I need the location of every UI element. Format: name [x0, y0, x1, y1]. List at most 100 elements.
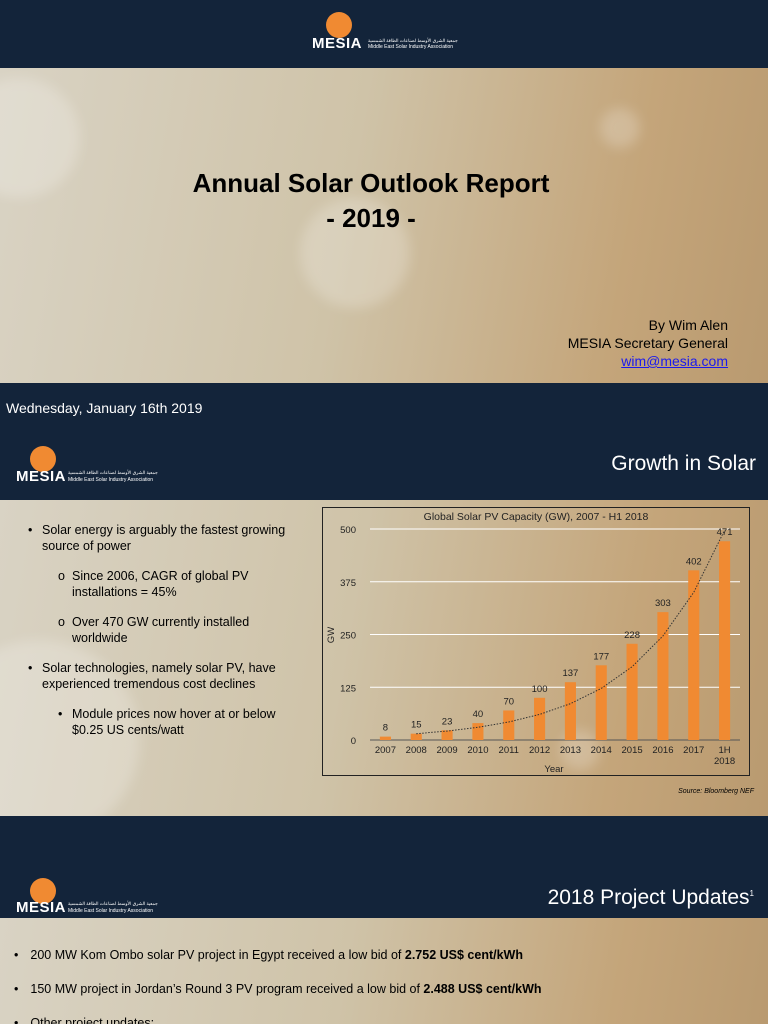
report-year: - 2019 - [326, 203, 416, 233]
bullet-marker: o [58, 569, 65, 583]
bullet-marker: • [58, 707, 63, 721]
x-tick-label: 2017 [683, 745, 704, 756]
data-label: 40 [473, 709, 484, 720]
logo-arabic: جمعية الشرق الأوسط لصناعات الطاقة الشمسي… [68, 901, 158, 906]
sun-icon [30, 446, 56, 472]
slide2-header: MESIA جمعية الشرق الأوسط لصناعات الطاقة … [0, 430, 768, 500]
y-tick-label: 250 [340, 631, 356, 642]
bullet-marker: • [28, 661, 33, 675]
bullet-item: • Module prices now hover at or below $0.… [0, 706, 300, 738]
data-label: 15 [411, 720, 422, 731]
data-label: 70 [503, 696, 514, 707]
bullet-bold: 2.488 US$ cent/kWh [423, 982, 542, 996]
bar [688, 570, 700, 740]
bullet-item: o Since 2006, CAGR of global PV installat… [0, 568, 300, 600]
bar [441, 730, 453, 740]
data-label: 228 [624, 630, 640, 641]
y-tick-label: 125 [340, 683, 356, 694]
bullet-marker: • [14, 948, 19, 962]
x-tick-label: 2016 [652, 745, 673, 756]
bullet-item: • Other project updates: [14, 1016, 542, 1024]
sun-icon [30, 878, 56, 904]
email-link[interactable]: wim@mesia.com [621, 353, 728, 369]
y-tick-label: 375 [340, 578, 356, 589]
title-slide: Annual Solar Outlook Report - 2019 - By … [0, 68, 768, 383]
heading-text: 2018 Project Updates [547, 886, 750, 909]
data-label: 402 [686, 556, 702, 567]
bullet-text: Solar energy is arguably the fastest gro… [42, 523, 286, 553]
slide1-header: MESIA جمعية الشرق الأوسط لصناعات الطاقة … [0, 0, 768, 68]
slide-heading: 2018 Project Updates1 [548, 886, 754, 910]
author-role: MESIA Secretary General [567, 335, 728, 351]
bar [564, 682, 576, 740]
bullet-text: 200 MW Kom Ombo solar PV project in Egyp… [30, 948, 405, 962]
chart-border [322, 507, 750, 776]
data-label: 23 [442, 716, 453, 727]
mesia-logo: MESIA جمعية الشرق الأوسط لصناعات الطاقة … [16, 446, 166, 486]
data-label: 137 [562, 668, 578, 679]
bullet-marker: • [14, 982, 19, 996]
capacity-chart: Global Solar PV Capacity (GW), 2007 - H1… [322, 507, 750, 776]
x-tick-label: 1H 2018 [714, 745, 735, 767]
slide3-header: MESIA جمعية الشرق الأوسط لصناعات الطاقة … [0, 816, 768, 918]
bullet-item: • 200 MW Kom Ombo solar PV project in Egy… [14, 948, 542, 962]
logo-arabic: جمعية الشرق الأوسط لصناعات الطاقة الشمسي… [368, 38, 458, 43]
chart-title: Global Solar PV Capacity (GW), 2007 - H1… [424, 511, 649, 523]
logo-text: MESIA [312, 35, 363, 52]
data-label: 471 [717, 527, 733, 538]
bar [503, 710, 515, 740]
bar [595, 665, 607, 740]
bullet-bold: 2.752 US$ cent/kWh [404, 948, 523, 962]
bullet-marker: o [58, 615, 65, 629]
bullet-text: Solar technologies, namely solar PV, hav… [42, 661, 276, 691]
trendline [416, 530, 726, 735]
bullet-item: o Over 470 GW currently installed worldwi… [0, 614, 300, 646]
data-label: 303 [655, 598, 671, 609]
x-tick-label: 2014 [591, 745, 612, 756]
y-tick-label: 0 [351, 736, 356, 747]
x-tick-label: 2007 [375, 745, 396, 756]
data-label: 8 [383, 723, 388, 734]
bar [534, 697, 546, 740]
report-title: Annual Solar Outlook Report [192, 168, 550, 198]
x-tick-label: 2012 [529, 745, 550, 756]
bar [657, 612, 669, 740]
author: By Wim Alen [648, 317, 728, 333]
x-axis-label: Year [544, 764, 563, 775]
slide-heading: Growth in Solar [611, 452, 756, 475]
bar [719, 541, 731, 740]
sun-icon [326, 12, 352, 38]
date-text: Wednesday, January 16th 2019 [6, 400, 203, 416]
x-tick-label: 2013 [560, 745, 581, 756]
x-tick-label: 2009 [437, 745, 458, 756]
y-axis-label: GW [326, 627, 337, 643]
bullet-text: Over 470 GW currently installed worldwid… [72, 615, 250, 645]
logo-tagline: Middle East Solar Industry Association [68, 477, 154, 483]
bullet-text: 150 MW project in Jordan’s Round 3 PV pr… [30, 982, 424, 996]
logo-arabic: جمعية الشرق الأوسط لصناعات الطاقة الشمسي… [68, 470, 158, 475]
y-tick-label: 500 [340, 525, 356, 536]
mesia-logo: MESIA جمعية الشرق الأوسط لصناعات الطاقة … [312, 12, 462, 52]
x-tick-label: 2011 [499, 745, 519, 756]
logo-tagline: Middle East Solar Industry Association [68, 908, 154, 914]
bullet-text: Since 2006, CAGR of global PV installati… [72, 569, 249, 599]
project-slide: • 200 MW Kom Ombo solar PV project in Egy… [0, 918, 768, 1024]
logo-text: MESIA [16, 899, 67, 916]
bullet-item: • Solar technologies, namely solar PV, ha… [0, 660, 300, 692]
bullet-item: • Solar energy is arguably the fastest gr… [0, 522, 300, 554]
data-label: 100 [532, 684, 548, 695]
data-label: 177 [593, 651, 609, 662]
bullet-list: • 200 MW Kom Ombo solar PV project in Egy… [14, 948, 542, 1024]
logo-tagline: Middle East Solar Industry Association [368, 44, 454, 50]
bar [410, 733, 422, 740]
bullet-marker: • [28, 523, 33, 537]
source-note: Source: Bloomberg NEF [678, 788, 754, 795]
bar [379, 736, 391, 740]
bullet-marker: • [14, 1016, 19, 1024]
x-tick-label: 2008 [406, 745, 427, 756]
mesia-logo: MESIA جمعية الشرق الأوسط لصناعات الطاقة … [16, 878, 166, 918]
bullet-item: • 150 MW project in Jordan’s Round 3 PV p… [14, 982, 542, 996]
bar [472, 723, 484, 740]
bullet-text: Other project updates: [30, 1016, 155, 1024]
x-tick-label: 2015 [622, 745, 643, 756]
